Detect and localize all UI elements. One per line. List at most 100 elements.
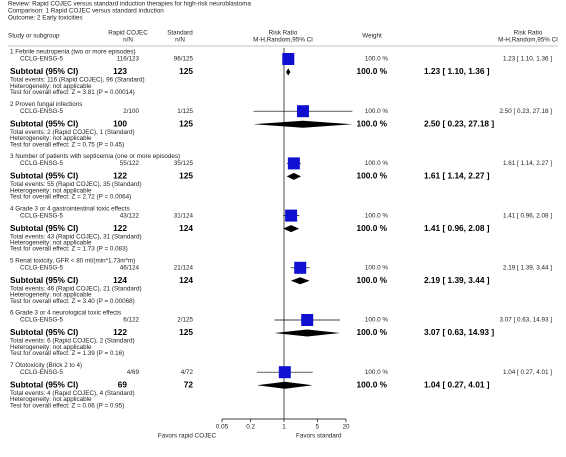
subtotal-weight: 100.0 % — [357, 379, 388, 389]
comparison: Comparison: 1 Rapid COJEC versus standar… — [8, 8, 164, 15]
subgroup-note: Total events: 2 (Rapid COJEC), 1 (Standa… — [10, 129, 135, 136]
study-name: CCLG-ENSG-5 — [20, 212, 64, 219]
subgroup-title: 1 Febrile neutropenia (two or more episo… — [10, 49, 136, 56]
study-square — [301, 314, 314, 326]
col-study: Study or subgroup — [8, 33, 60, 40]
subtotal-weight: 100.0 % — [357, 66, 388, 76]
subtotal-ctrl: 125 — [179, 66, 193, 76]
study-square — [285, 209, 298, 222]
subgroup-title: 4 Grade 3 or 4 gastrointestinal toxic ef… — [10, 205, 130, 212]
outcome: Outcome: 2 Early toxicities — [8, 15, 83, 22]
subgroup-note: Total events: 6 (Rapid COJEC), 2 (Standa… — [10, 338, 135, 345]
study-square — [287, 157, 300, 170]
subgroup-note: Heterogeneity: not applicable — [10, 239, 92, 246]
x-tick-label: 0.2 — [246, 424, 255, 431]
col-effect-sub: M-H,Random,95% CI — [498, 37, 558, 44]
subtotal-diamond — [286, 172, 301, 180]
subtotal-weight: 100.0 % — [357, 327, 388, 337]
subtotal-ctrl: 72 — [184, 379, 194, 389]
subtotal-exp: 100 — [113, 118, 127, 128]
subtotal-name: Subtotal (95% CI) — [10, 171, 78, 181]
subtotal-name: Subtotal (95% CI) — [10, 66, 78, 76]
subtotal-effect: 1.04 [ 0.27, 4.01 ] — [424, 379, 490, 389]
col-plot-sub: M-H,Random,95% CI — [253, 37, 313, 44]
subtotal-weight: 100.0 % — [357, 223, 388, 233]
subtotal-name: Subtotal (95% CI) — [10, 379, 78, 389]
study-name: CCLG-ENSG-5 — [20, 317, 64, 324]
col-plot: Risk Ratio — [269, 30, 298, 37]
study-effect: 2.19 [ 1.39, 3.44 ] — [503, 264, 552, 271]
subgroup-note: Heterogeneity: not applicable — [10, 187, 92, 194]
study-exp: 4/69 — [127, 369, 140, 376]
subtotal-diamond — [283, 225, 300, 233]
subgroup-note: Total events: 43 (Rapid COJEC), 31 (Stan… — [10, 233, 142, 240]
subtotal-weight: 100.0 % — [357, 275, 388, 285]
study-square — [294, 261, 307, 274]
subgroup-note: Heterogeneity: not applicable — [10, 344, 92, 351]
study-ctrl: 1/125 — [177, 108, 193, 115]
favors-left: Favors rapid COJEC — [158, 433, 217, 440]
subgroup-title: 3 Number of patients with septicemia (on… — [10, 153, 180, 160]
study-effect: 1.23 [ 1.10, 1.36 ] — [503, 56, 552, 63]
study-exp: 46/124 — [120, 264, 140, 271]
subgroup-note: Total events: 46 (Rapid COJEC), 21 (Stan… — [10, 285, 142, 292]
study-weight: 100.0 % — [365, 317, 389, 324]
subgroup-title: 5 Renal toxicity, GFR < 80 ml/(min*1.73m… — [10, 257, 135, 264]
x-tick-label: 0.05 — [216, 424, 229, 431]
subtotal-ctrl: 124 — [179, 223, 193, 233]
subgroup-note: Heterogeneity: not applicable — [10, 83, 92, 90]
subgroup-note: Heterogeneity: not applicable — [10, 396, 92, 403]
subtotal-exp: 122 — [113, 223, 127, 233]
subtotal-diamond — [285, 68, 291, 76]
subtotal-ctrl: 125 — [179, 171, 193, 181]
subtotal-exp: 123 — [113, 66, 127, 76]
subtotal-ctrl: 125 — [179, 118, 193, 128]
col-weight: Weight — [362, 33, 382, 40]
subgroup-note: Test for overall effect: Z = 2.72 (P = 0… — [10, 193, 131, 200]
subtotal-effect: 3.07 [ 0.63, 14.93 ] — [424, 327, 494, 337]
subgroup-note: Total events: 116 (Rapid COJEC), 96 (Sta… — [10, 77, 145, 84]
study-weight: 100.0 % — [365, 369, 389, 376]
study-exp: 55/122 — [120, 160, 140, 167]
study-exp: 2/100 — [123, 108, 139, 115]
subgroup-note: Total events: 55 (Rapid COJEC), 35 (Stan… — [10, 181, 142, 188]
subgroup-note: Heterogeneity: not applicable — [10, 135, 92, 142]
subtotal-diamond — [253, 120, 353, 128]
subtotal-name: Subtotal (95% CI) — [10, 223, 78, 233]
subtotal-name: Subtotal (95% CI) — [10, 118, 78, 128]
study-effect: 2.50 [ 0.23, 27.18 ] — [499, 108, 552, 115]
subtotal-diamond — [290, 277, 310, 285]
study-effect: 3.07 [ 0.63, 14.93 ] — [499, 317, 552, 324]
x-tick-label: 5 — [316, 424, 320, 431]
favors-right: Favors standard — [296, 433, 342, 440]
subgroup-note: Total events: 4 (Rapid COJEC), 4 (Standa… — [10, 390, 135, 397]
subgroup-note: Test for overall effect: Z = 3.40 (P = 0… — [10, 298, 135, 305]
subgroup-note: Test for overall effect: Z = 0.75 (P = 0… — [10, 141, 124, 148]
study-name: CCLG-ENSG-5 — [20, 108, 64, 115]
subtotal-exp: 122 — [113, 171, 127, 181]
study-name: CCLG-ENSG-5 — [20, 369, 64, 376]
study-exp: 6/122 — [123, 317, 139, 324]
subtotal-exp: 124 — [113, 275, 127, 285]
col-exp-sub: n/N — [123, 37, 133, 44]
study-weight: 100.0 % — [365, 264, 389, 271]
study-ctrl: 96/125 — [174, 56, 194, 63]
study-effect: 1.04 [ 0.27, 4.01 ] — [503, 369, 552, 376]
subtotal-weight: 100.0 % — [357, 118, 388, 128]
x-tick-label: 1 — [282, 424, 286, 431]
study-ctrl: 2/125 — [177, 317, 193, 324]
subgroup-note: Test for overall effect: Z = 3.81 (P = 0… — [10, 89, 135, 96]
study-exp: 116/123 — [117, 56, 140, 63]
study-weight: 100.0 % — [365, 108, 389, 115]
subtotal-effect: 2.19 [ 1.39, 3.44 ] — [424, 275, 490, 285]
study-name: CCLG-ENSG-5 — [20, 160, 64, 167]
subtotal-effect: 1.23 [ 1.10, 1.36 ] — [424, 66, 490, 76]
study-square — [296, 105, 309, 118]
study-ctrl: 21/124 — [174, 264, 194, 271]
study-weight: 100.0 % — [365, 212, 389, 219]
study-exp: 43/122 — [120, 212, 140, 219]
subgroup-note: Test for overall effect: Z = 0.06 (P = 0… — [10, 402, 124, 409]
subgroup-title: 6 Grade 3 or 4 neurological toxic effect… — [10, 310, 121, 317]
subgroup-note: Heterogeneity: not applicable — [10, 292, 92, 299]
